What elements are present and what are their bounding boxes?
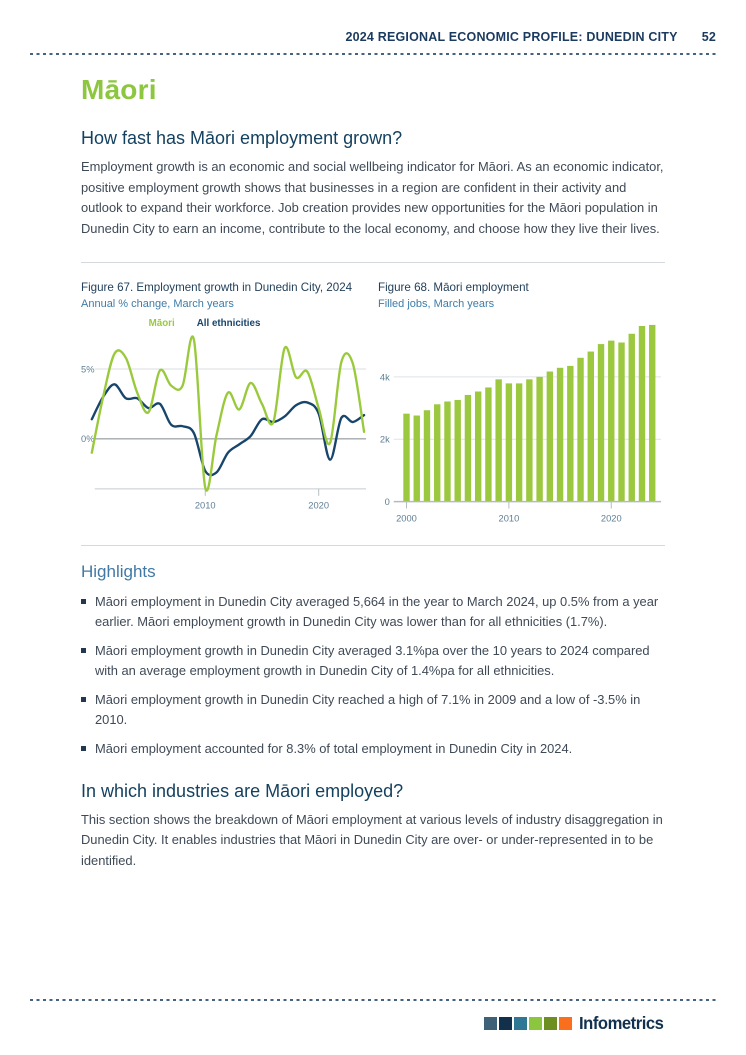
svg-text:2000: 2000 (396, 513, 417, 523)
page-number: 52 (701, 30, 716, 44)
svg-text:2k: 2k (380, 434, 390, 444)
bullet-icon (81, 745, 86, 751)
highlight-item: Māori employment in Dunedin City average… (81, 592, 665, 632)
brand-name: Infometrics (579, 1013, 664, 1033)
figure-67-subtitle: Annual % change, March years (81, 297, 234, 310)
figure-67-caption: Figure 67. Employment growth in Dunedin … (81, 280, 353, 294)
infometrics-logo: Infometrics (0, 1013, 668, 1034)
maori-employment-bar-chart: 0 2k 4k 2000 2010 2020 (380, 324, 662, 523)
logo-square (529, 1017, 543, 1030)
logo-square (484, 1017, 498, 1030)
highlight-item: Māori employment growth in Dunedin City … (81, 641, 665, 681)
section-body-industries: This section shows the breakdown of Māor… (81, 811, 663, 868)
svg-text:0%: 0% (81, 434, 94, 444)
svg-text:2020: 2020 (308, 500, 329, 510)
legend-item-maori: Māori (148, 317, 175, 329)
figure-67: Figure 67. Employment growth in Dunedin … (81, 281, 368, 531)
highlight-text: Māori employment in Dunedin City average… (95, 593, 659, 629)
highlight-item: Māori employment accounted for 8.3% of t… (81, 739, 665, 759)
figures-row: Figure 67. Employment growth in Dunedin … (81, 281, 665, 531)
section-divider-bottom (81, 544, 665, 546)
footer-divider (30, 999, 716, 1001)
report-title: 2024 REGIONAL ECONOMIC PROFILE: DUNEDIN … (345, 30, 678, 44)
svg-text:2010: 2010 (195, 500, 216, 510)
highlight-item: Māori employment growth in Dunedin City … (81, 690, 665, 730)
section-heading-growth: How fast has Māori employment grown? (81, 128, 403, 148)
highlight-text: Māori employment growth in Dunedin City … (95, 691, 641, 727)
bullet-icon (81, 647, 86, 653)
page-content: Māori How fast has Māori employment grow… (81, 74, 665, 871)
svg-text:0: 0 (385, 497, 390, 507)
svg-text:2020: 2020 (601, 513, 622, 523)
svg-text:2010: 2010 (499, 513, 520, 523)
page-footer: Infometrics (0, 990, 746, 1034)
logo-square (514, 1017, 528, 1030)
figure-68: Figure 68. Māori employment Filled jobs,… (378, 281, 665, 531)
highlight-text: Māori employment growth in Dunedin City … (95, 642, 650, 678)
section-divider-top (81, 261, 665, 263)
bullet-icon (81, 696, 86, 702)
section-body-growth: Employment growth is an economic and soc… (81, 159, 664, 236)
legend-item-all-ethnicities: All ethnicities (196, 317, 261, 329)
svg-text:4k: 4k (380, 372, 390, 382)
figure-68-caption: Figure 68. Māori employment (378, 280, 529, 294)
header-divider (30, 53, 716, 55)
highlight-text: Māori employment accounted for 8.3% of t… (95, 740, 573, 756)
section-heading-industries: In which industries are Māori employed? (81, 780, 404, 801)
logo-square (544, 1017, 558, 1030)
highlights-list: Māori employment in Dunedin City average… (81, 592, 665, 759)
logo-squares-icon (484, 1017, 573, 1030)
employment-growth-line-chart: 5% 0% 2010 2020 (81, 335, 367, 510)
svg-text:5%: 5% (81, 364, 94, 374)
highlights-heading: Highlights (81, 561, 156, 581)
page-header: 2024 REGIONAL ECONOMIC PROFILE: DUNEDIN … (0, 0, 746, 44)
figure-68-subtitle: Filled jobs, March years (378, 297, 495, 310)
page-title: Māori (81, 74, 157, 105)
bullet-icon (81, 598, 86, 604)
logo-square (559, 1017, 573, 1030)
line-chart-legend: Māori All ethnicities (81, 318, 368, 329)
logo-square (499, 1017, 513, 1030)
